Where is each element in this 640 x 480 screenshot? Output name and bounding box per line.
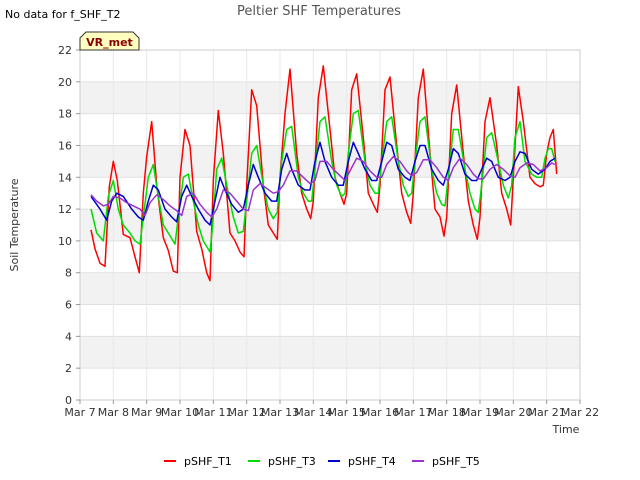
y-tick-label: 0: [65, 394, 72, 407]
plot-band: [80, 240, 580, 273]
y-axis-ticks: 0 2 4 6 8 10 12 14 16 18 20 22: [58, 44, 80, 407]
x-tick-label: Mar 19: [461, 406, 499, 419]
x-tick-label: Mar 21: [528, 406, 566, 419]
legend-label-pshf-t3: pSHF_T3: [268, 455, 316, 468]
x-tick-label: Mar 18: [428, 406, 466, 419]
y-tick-label: 6: [65, 299, 72, 312]
x-tick-label: Mar 20: [494, 406, 532, 419]
y-tick-label: 20: [58, 76, 72, 89]
badge-shape: [79, 31, 140, 51]
x-tick-label: Mar 22: [561, 406, 599, 419]
plot-frame: [79, 49, 581, 401]
plot-band: [80, 50, 580, 82]
series-lines: [90, 65, 558, 282]
x-tick-label: Mar 13: [261, 406, 299, 419]
x-tick-label: Mar 11: [194, 406, 232, 419]
y-tick-label: 2: [65, 362, 72, 375]
series-line-pshf-t5: [90, 155, 556, 218]
y-tick-label: 16: [58, 139, 72, 152]
plot-band: [80, 304, 580, 337]
series-line-pshf-t3: [90, 109, 556, 253]
no-data-note: No data for f_SHF_T2: [5, 8, 121, 21]
y-tick-label: 18: [58, 108, 72, 121]
y-tick-label: 14: [58, 171, 72, 184]
chart-title: Peltier SHF Temperatures: [237, 4, 401, 19]
plot-background: [80, 50, 580, 400]
y-tick-label: 12: [58, 203, 72, 216]
x-tick-label: Mar 16: [361, 406, 399, 419]
legend-label-pshf-t1: pSHF_T1: [184, 455, 232, 468]
x-axis-label: Time: [552, 423, 580, 436]
vr-met-badge: VR_met: [79, 31, 140, 51]
badge-label: VR_met: [86, 36, 133, 49]
plot-band: [80, 368, 580, 400]
x-tick-label: Mar 10: [161, 406, 199, 419]
x-tick-label: Mar 7: [64, 406, 95, 419]
y-tick-label: 8: [65, 267, 72, 280]
x-tick-label: Mar 15: [328, 406, 366, 419]
plot-band: [80, 272, 580, 305]
y-tick-label: 22: [58, 44, 72, 57]
y-axis-label: Soil Temperature: [8, 178, 21, 271]
x-tick-label: Mar 17: [394, 406, 432, 419]
legend: pSHF_T1 pSHF_T3 pSHF_T4 pSHF_T5: [164, 455, 480, 468]
y-tick-label: 10: [58, 235, 72, 248]
x-tick-label: Mar 14: [294, 406, 332, 419]
x-tick-label: Mar 9: [131, 406, 162, 419]
legend-label-pshf-t5: pSHF_T5: [432, 455, 480, 468]
plot-band: [80, 336, 580, 369]
x-tick-label: Mar 12: [228, 406, 266, 419]
y-tick-label: 4: [65, 330, 72, 343]
x-tick-label: Mar 8: [98, 406, 129, 419]
legend-label-pshf-t4: pSHF_T4: [348, 455, 396, 468]
plot-band: [80, 209, 580, 241]
plot-band: [80, 81, 580, 114]
